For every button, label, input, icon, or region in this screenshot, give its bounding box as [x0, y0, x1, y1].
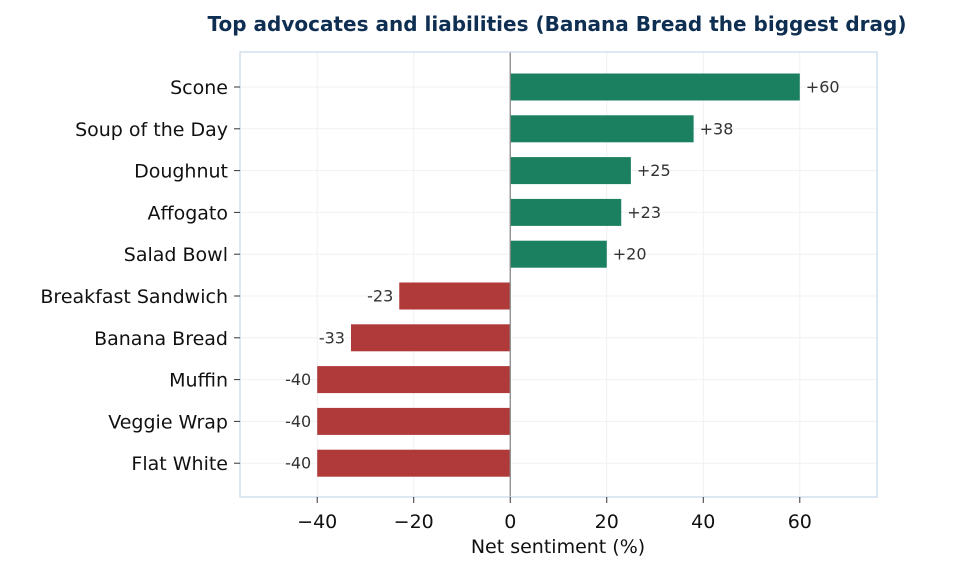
category-label: Doughnut [134, 161, 228, 183]
data-label: -40 [285, 412, 311, 431]
bar-muffin [317, 366, 511, 394]
data-label: -33 [319, 328, 345, 347]
data-label: -40 [285, 370, 311, 389]
category-label: Scone [170, 77, 228, 99]
data-label: +60 [806, 78, 840, 97]
data-label: -23 [367, 287, 393, 306]
data-label: +38 [700, 119, 734, 138]
data-label: +25 [637, 161, 671, 180]
grid-lines [240, 52, 877, 497]
category-label: Veggie Wrap [108, 411, 228, 433]
category-label: Soup of the Day [75, 119, 228, 141]
data-label: +23 [627, 203, 661, 222]
y-axis: Scone Soup of the Day Doughnut Affogato Sala… [40, 77, 240, 475]
x-tick-label: −20 [394, 511, 434, 533]
x-axis: −40 −20 0 20 40 60 [297, 497, 812, 533]
value-labels: +60 +38 +25 +23 +20 -23 -33 -40 -40 -40 [285, 78, 839, 473]
bar-affogato [510, 198, 622, 226]
category-label: Affogato [148, 202, 229, 224]
category-label: Muffin [169, 370, 228, 392]
x-tick-label: 20 [595, 511, 619, 533]
bar-scone [510, 73, 800, 101]
category-label: Banana Bread [94, 328, 228, 350]
data-label: -40 [285, 454, 311, 473]
bar-soup-of-the-day [510, 115, 694, 143]
plot-frame [239, 51, 878, 498]
x-tick-label: 60 [788, 511, 812, 533]
chart-title: Top advocates and liabilities (Banana Br… [208, 12, 907, 36]
bar-veggie-wrap [317, 407, 511, 435]
bar-banana-bread [350, 324, 511, 352]
x-tick-label: 0 [504, 511, 516, 533]
bar-breakfast-sandwich [399, 282, 511, 310]
category-label: Flat White [131, 453, 228, 475]
x-axis-title: Net sentiment (%) [471, 536, 645, 558]
data-label: +20 [613, 245, 647, 264]
bar-salad-bowl [510, 240, 607, 268]
x-tick-label: −40 [297, 511, 337, 533]
x-tick-label: 40 [691, 511, 715, 533]
bars [317, 73, 800, 477]
category-label: Salad Bowl [124, 244, 228, 266]
category-label: Breakfast Sandwich [40, 286, 228, 308]
bar-doughnut [510, 157, 631, 185]
bar-flat-white [317, 449, 511, 477]
